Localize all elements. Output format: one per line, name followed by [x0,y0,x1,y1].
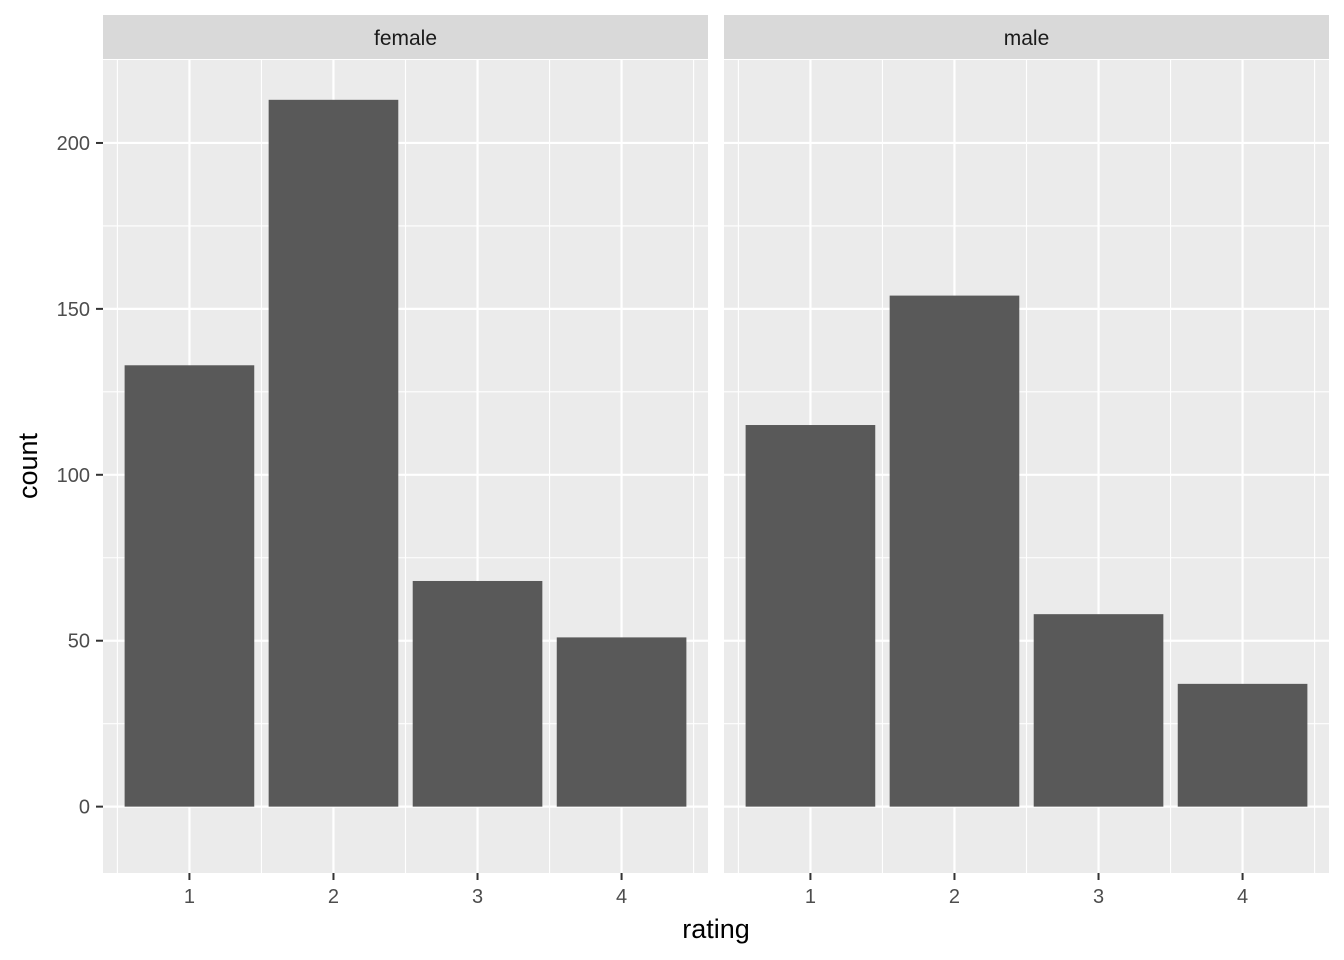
y-tick-label: 150 [57,299,90,321]
bar-male-1 [745,425,876,807]
bar-male-2 [889,295,1020,807]
x-tick-label: 2 [949,886,960,908]
x-tick-label: 3 [1093,886,1104,908]
bar-male-3 [1033,614,1164,807]
facet-panels: female 1 2 3 4 male 1 2 3 4 [103,15,1329,908]
bar-female-4 [556,637,687,807]
bar-female-1 [124,365,255,807]
x-tick-label: 3 [472,886,483,908]
y-axis: 0 50 100 150 200 [57,133,103,819]
y-tick-label: 100 [57,465,90,487]
x-tick-label: 4 [1237,886,1248,908]
y-tick-label: 50 [68,631,90,653]
y-axis-title: count [13,432,43,499]
y-tick-label: 0 [79,797,90,819]
x-tick-label: 1 [805,886,816,908]
facet-strip [103,15,708,59]
x-tick-label: 1 [184,886,195,908]
x-axis-title: rating [682,914,750,944]
x-tick-label: 2 [328,886,339,908]
facet-panel-male: male 1 2 3 4 [724,15,1329,908]
facet-strip-label: female [374,27,437,50]
facet-strip-label: male [1004,27,1050,50]
facet-panel-female: female 1 2 3 4 [103,15,708,908]
bar-male-4 [1177,683,1308,807]
x-tick-label: 4 [616,886,627,908]
facet-strip [724,15,1329,59]
bar-female-3 [412,580,543,807]
y-tick-label: 200 [57,133,90,155]
bar-female-2 [268,99,399,807]
